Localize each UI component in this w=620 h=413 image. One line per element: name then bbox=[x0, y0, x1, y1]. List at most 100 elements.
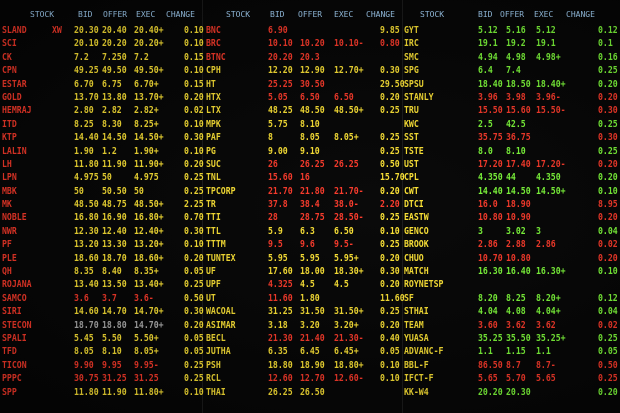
stock-symbol: ASIMAR bbox=[206, 319, 236, 331]
change-value: 0.25 bbox=[380, 105, 400, 117]
offer-value: 2.88 bbox=[506, 239, 526, 251]
stock-symbol: TR bbox=[206, 199, 216, 211]
stock-symbol: HTX bbox=[206, 91, 221, 103]
bid-value: 4.975 bbox=[74, 172, 99, 184]
change-value: 0.25 bbox=[598, 118, 618, 130]
offer-value: 6.3 bbox=[300, 225, 315, 237]
exec-value: 8.35+ bbox=[134, 266, 159, 278]
exec-value: 16.30+ bbox=[536, 266, 566, 278]
change-value: 0.80 bbox=[380, 38, 400, 50]
bid-value: 50 bbox=[74, 185, 84, 197]
bid-value: 16.0 bbox=[478, 199, 498, 211]
offer-value: 16.40 bbox=[506, 266, 531, 278]
offer-value: 18.50 bbox=[506, 78, 531, 90]
header-exec: EXEC bbox=[334, 10, 354, 19]
quote-row: LPN 4.975 50 4.975 0.25 TNL 15.60 16 15.70 CPL 4.3… bbox=[0, 171, 620, 184]
change-value: 0.25 bbox=[598, 65, 618, 77]
exec-value: 8.25+ bbox=[134, 118, 159, 130]
quote-row: PF 13.20 13.30 13.20+ 0.10 TTTM 9.5 9.6 9.5- 0.25… bbox=[0, 238, 620, 251]
offer-value: 4.5 bbox=[300, 279, 315, 291]
change-value: 0.20 bbox=[598, 386, 618, 398]
header-offer: OFFER bbox=[298, 10, 323, 19]
quote-row: MBK 50 50.50 50 0.25 TPCORP 21.70 21.80 21.70- 0.… bbox=[0, 185, 620, 198]
bid-value: 48.25 bbox=[268, 105, 293, 117]
change-value: 0.20 bbox=[184, 158, 204, 170]
change-value: 0.25 bbox=[380, 132, 400, 144]
stock-symbol: UT bbox=[206, 292, 216, 304]
bid-value: 5.12 bbox=[478, 25, 498, 36]
offer-value: 20.20 bbox=[102, 38, 127, 50]
bid-value: 9.90 bbox=[74, 359, 94, 371]
change-value: 0.20 bbox=[380, 252, 400, 264]
bid-value: 4.350 bbox=[478, 172, 503, 184]
offer-value: 18.70 bbox=[102, 252, 127, 264]
stock-symbol: CPN bbox=[2, 65, 17, 77]
stock-symbol: MBK bbox=[2, 185, 17, 197]
bid-value: 1.1 bbox=[478, 346, 493, 358]
change-value: 0.20 bbox=[598, 78, 618, 90]
change-value: 0.10 bbox=[598, 185, 618, 197]
change-value: 0.05 bbox=[598, 346, 618, 358]
change-value: 0.20 bbox=[380, 91, 400, 103]
quote-row: CPN 49.25 49.50 49.50+ 0.10 CPH 12.20 12.90 12.7… bbox=[0, 64, 620, 77]
offer-value: 3.62 bbox=[506, 319, 526, 331]
bid-value: 16.30 bbox=[478, 266, 503, 278]
bid-value: 14.60 bbox=[74, 306, 99, 318]
change-value: 0.20 bbox=[598, 91, 618, 103]
offer-value: 9.6 bbox=[300, 239, 315, 251]
exec-value: 1.90+ bbox=[134, 145, 159, 157]
stock-symbol: ITD bbox=[2, 118, 17, 130]
exec-value: 11.80+ bbox=[134, 386, 164, 398]
bid-value: 5.75 bbox=[268, 118, 288, 130]
header-bid: BID bbox=[478, 10, 493, 19]
stock-symbol: BROOK bbox=[404, 239, 429, 251]
offer-value: 50 bbox=[102, 172, 112, 184]
stock-symbol: QH bbox=[2, 266, 12, 278]
stock-symbol: PG bbox=[206, 145, 216, 157]
offer-value: 3.02 bbox=[506, 225, 526, 237]
offer-value: 16.90 bbox=[102, 212, 127, 224]
stock-symbol: SPSU bbox=[404, 78, 424, 90]
column-headers: STOCK BID OFFER EXEC CHANGE STOCK BID OF… bbox=[0, 10, 620, 22]
stock-flag: XW bbox=[52, 25, 62, 36]
change-value: 0.15 bbox=[184, 78, 204, 90]
offer-value: 10.80 bbox=[506, 252, 531, 264]
offer-value: 5.16 bbox=[506, 25, 526, 36]
exec-value: 21.70- bbox=[334, 185, 364, 197]
change-value: 0.10 bbox=[184, 25, 204, 36]
quote-row: SLAND XW 20.30 20.40 20.40+ 0.10 BNC 6.90 9.85 GY… bbox=[0, 24, 620, 37]
offer-value: 26.50 bbox=[300, 386, 325, 398]
offer-value: 8.30 bbox=[102, 118, 122, 130]
offer-value: 5.50 bbox=[102, 332, 122, 344]
bid-value: 2.86 bbox=[478, 239, 498, 251]
offer-value: 8.05 bbox=[300, 132, 320, 144]
change-value: 0.05 bbox=[184, 346, 204, 358]
exec-value: 4.5 bbox=[334, 279, 349, 291]
bid-value: 21.70 bbox=[268, 185, 293, 197]
exec-value: 7.2 bbox=[134, 51, 149, 63]
stock-symbol: ROYNETSP bbox=[404, 279, 444, 291]
change-value: 0.05 bbox=[184, 332, 204, 344]
stock-symbol: PLE bbox=[2, 252, 17, 264]
offer-value: 18.90 bbox=[300, 359, 325, 371]
exec-value: 8.7- bbox=[536, 359, 556, 371]
exec-value: 3.20+ bbox=[334, 319, 359, 331]
exec-value: 6.50 bbox=[334, 91, 354, 103]
stock-symbol: GYT bbox=[404, 25, 419, 36]
offer-value: 21.80 bbox=[300, 185, 325, 197]
bid-value: 4.04 bbox=[478, 306, 498, 318]
stock-symbol: SMC bbox=[404, 51, 419, 63]
stock-symbol: SPG bbox=[404, 65, 419, 77]
bid-value: 35.75 bbox=[478, 132, 503, 144]
exec-value: 35.25+ bbox=[536, 332, 566, 344]
exec-value: 9.5- bbox=[334, 239, 354, 251]
quote-row: MK 48.50 48.75 48.50+ 2.25 TR 37.8 38.4 38.0- 2.2… bbox=[0, 198, 620, 211]
offer-value: 49.50 bbox=[102, 65, 127, 77]
stock-symbol: HEMRAJ bbox=[2, 105, 32, 117]
bid-value: 3.18 bbox=[268, 319, 288, 331]
offer-value: 10.20 bbox=[300, 38, 325, 50]
bid-value: 5.9 bbox=[268, 225, 283, 237]
bid-value: 19.1 bbox=[478, 38, 498, 50]
exec-value: 8.20+ bbox=[536, 292, 561, 304]
offer-value: 17.40 bbox=[506, 158, 531, 170]
